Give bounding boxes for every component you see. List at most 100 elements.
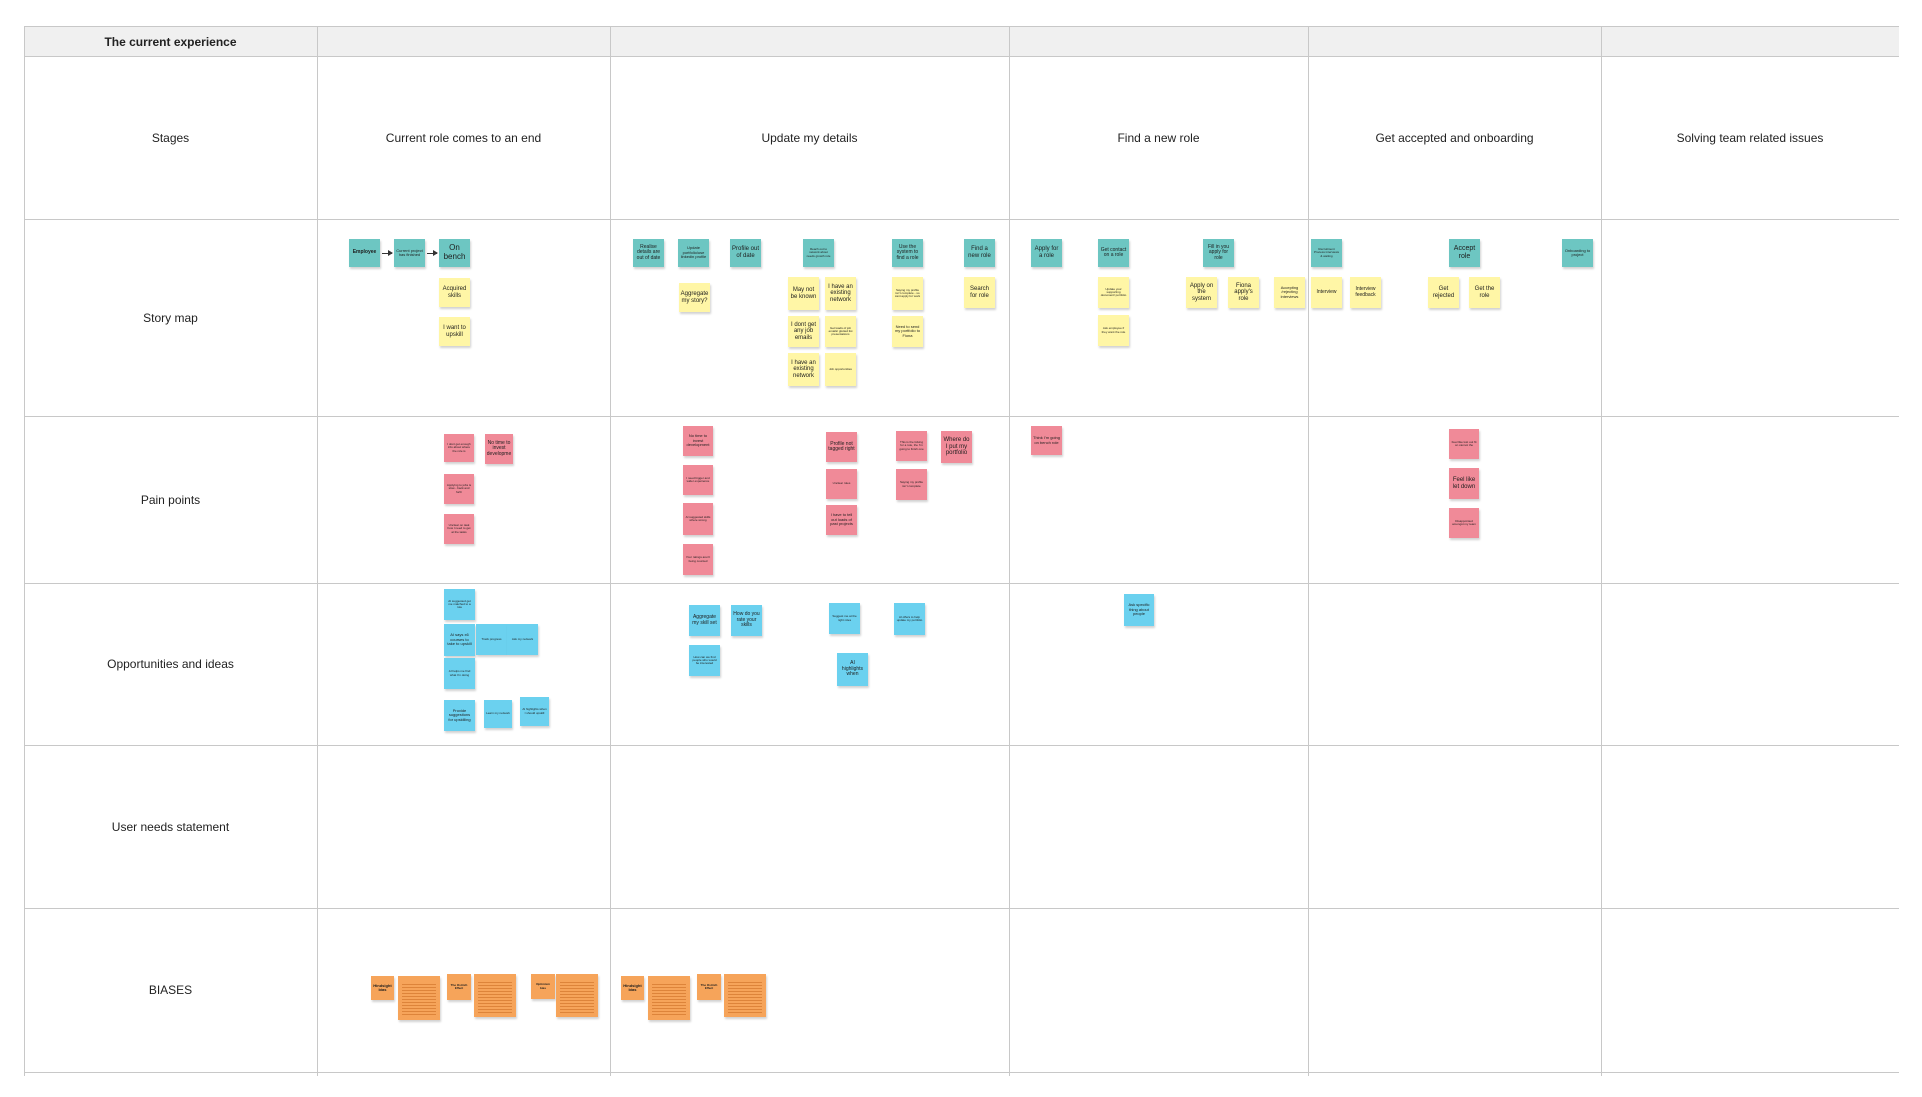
grid-line	[24, 908, 1899, 909]
sticky-note[interactable]: Update your supporting document/ portfol…	[1098, 277, 1129, 308]
sticky-note[interactable]: No time to invest developme	[485, 434, 513, 464]
sticky-note[interactable]: I need bigger and wider experience	[683, 465, 713, 495]
sticky-note[interactable]: Saying my profile isn't complete - so ca…	[892, 277, 923, 310]
grid-line	[1009, 26, 1010, 1076]
sticky-note[interactable]: Job opportunities	[825, 353, 856, 386]
sticky-note[interactable]: I dont get any job emails	[788, 316, 819, 347]
sticky-note[interactable]	[398, 976, 440, 1020]
row-label-biases: BIASES	[148, 983, 193, 997]
sticky-note[interactable]: Use the system to find a role	[892, 239, 923, 267]
sticky-note[interactable]: Apply on the system	[1186, 277, 1217, 308]
sticky-note[interactable]: Reach out to network about needs growth …	[803, 239, 834, 267]
sticky-note[interactable]: Saying my profile isn't complete	[896, 469, 927, 500]
sticky-note[interactable]: AI highlights when	[837, 653, 868, 686]
sticky-note[interactable]: Learn my network	[484, 700, 512, 728]
sticky-note[interactable]: Hindsight bias	[371, 976, 394, 1000]
sticky-note[interactable]: Apply for a role	[1031, 239, 1062, 267]
sticky-note[interactable]: Your ratings aren't being counted	[683, 544, 713, 575]
grid-line	[24, 745, 1899, 746]
sticky-note[interactable]: Hindsight bias	[621, 976, 644, 1000]
sticky-note[interactable]	[648, 976, 690, 1020]
sticky-note[interactable]: Employee	[349, 239, 380, 267]
sticky-note[interactable]: How do you rate your skills	[731, 605, 762, 636]
sticky-note[interactable]: May not be known	[788, 277, 819, 310]
sticky-note[interactable]: This is the ticking for a role, the I'm …	[896, 431, 927, 461]
sticky-note[interactable]: Track progress	[476, 624, 507, 655]
sticky-note[interactable]: Profile not tagged right	[826, 432, 857, 462]
sticky-note[interactable]: Where do I put my portfolio	[941, 431, 972, 463]
sticky-note[interactable]: Think I'm going on bench role	[1031, 426, 1062, 455]
sticky-note[interactable]: Interview feedback	[1350, 277, 1381, 308]
sticky-note[interactable]: The Ostrich Effect	[447, 974, 471, 1000]
sticky-note[interactable]: Unclear roles	[826, 469, 857, 499]
sticky-note[interactable]: Optimism bias	[531, 974, 555, 999]
row-label-opportunities: Opportunities and ideas	[107, 657, 234, 671]
sticky-note[interactable]: Need to send my portfolio to Fiona	[892, 316, 923, 347]
grid-line	[24, 56, 1899, 57]
sticky-note[interactable]: On bench	[439, 239, 470, 267]
sticky-note[interactable]: Fill in you apply for role	[1203, 239, 1234, 267]
sticky-note[interactable]: Accept role	[1449, 239, 1480, 267]
sticky-note[interactable]: AI offers to help update my portfolio	[894, 603, 925, 635]
sticky-note[interactable]: Applying to jobs is slow - back and fort…	[444, 474, 474, 504]
sticky-note[interactable]: Interview	[1311, 277, 1342, 308]
sticky-note[interactable]: Feel like let down	[1449, 468, 1479, 499]
grid-line	[24, 583, 1899, 584]
stage-accepted-onboarding: Get accepted and onboarding	[1375, 130, 1534, 145]
sticky-note[interactable]: I want to upskill	[439, 317, 470, 346]
sticky-note[interactable]: Get loads of job emails/ glutted list pr…	[825, 316, 856, 347]
sticky-note[interactable]: Suggest me at the right roles	[829, 603, 860, 634]
sticky-note[interactable]: AI suggested get me matched to a role	[444, 589, 475, 620]
board-title: The current experience	[104, 34, 237, 49]
sticky-note[interactable]: I have an existing network	[788, 353, 819, 386]
grid-line	[24, 416, 1899, 417]
handwritten-lines	[402, 982, 436, 1016]
sticky-note[interactable]: Ask my network	[507, 624, 538, 655]
sticky-note[interactable]: Search for role	[964, 277, 995, 308]
sticky-note[interactable]: How can we find people who would be inte…	[689, 645, 720, 676]
stage-find-new-role: Find a new role	[1117, 130, 1200, 145]
sticky-note[interactable]: Get rejected	[1428, 277, 1459, 308]
stage-update-details: Update my details	[761, 130, 858, 145]
sticky-note[interactable]	[556, 974, 598, 1017]
row-label-user-needs: User needs statement	[111, 819, 230, 834]
sticky-note[interactable]: Get the role	[1469, 277, 1500, 308]
sticky-note[interactable]: Update portfolio/use linkedin profile	[678, 239, 709, 267]
sticky-note[interactable]: Current project has finished	[394, 239, 425, 267]
sticky-note[interactable]: Disappointed amongst my team	[1449, 508, 1479, 538]
row-label-pain-points: Pain points	[140, 492, 201, 507]
sticky-note[interactable]: I dont get enough info about where the r…	[444, 434, 474, 462]
sticky-note[interactable]: AI highlights when I should upskill	[520, 697, 549, 726]
sticky-note[interactable]: Ask employee if they want the role	[1098, 315, 1129, 346]
sticky-note[interactable]: Acquired skills	[439, 278, 470, 307]
sticky-note[interactable]: Realise details are out of date	[633, 239, 664, 267]
sticky-note[interactable]: Feel like lost out fit on cannot the	[1449, 429, 1479, 459]
sticky-note[interactable]: Unclear on task how I need to get at the…	[444, 514, 474, 544]
sticky-note[interactable]: Provide suggestions for upskilling	[444, 700, 475, 731]
sticky-note[interactable]: Fiona apply's role	[1228, 277, 1259, 308]
sticky-note[interactable]: Aggregate my story?	[679, 283, 710, 312]
grid-line	[1601, 26, 1602, 1076]
stage-team-issues: Solving team related issues	[1676, 130, 1824, 145]
sticky-note[interactable]: Accepting /rejecting interviews	[1274, 277, 1305, 308]
sticky-note[interactable]: The Ostrich Effect	[697, 974, 721, 1000]
sticky-note[interactable]: Ask specific thing about people	[1124, 594, 1154, 626]
sticky-note[interactable]	[724, 974, 766, 1017]
sticky-note[interactable]	[474, 974, 516, 1017]
sticky-note[interactable]: No time to invest development	[683, 426, 713, 456]
sticky-note[interactable]: Onboarding to project	[1562, 239, 1593, 267]
sticky-note[interactable]: Get contact on a role	[1098, 239, 1129, 267]
grid-line	[610, 26, 611, 1076]
row-label-stages: Stages	[151, 130, 190, 145]
sticky-note[interactable]: Aggregate my skill set	[689, 605, 720, 636]
sticky-note[interactable]: AI helps me find what I'm doing	[444, 658, 475, 689]
sticky-note[interactable]: Profile out of date	[730, 239, 761, 267]
grid-line	[1308, 26, 1309, 1076]
sticky-note[interactable]: AI says x6 courses to take to upskill	[444, 624, 475, 656]
sticky-note[interactable]: Find a new role	[964, 239, 995, 267]
sticky-note[interactable]: AI suggested skills where wrong	[683, 503, 713, 535]
row-label-story-map: Story map	[143, 310, 198, 325]
sticky-note[interactable]: I have to tell out loads of past project…	[826, 505, 857, 535]
sticky-note[interactable]: I have an existing network	[825, 277, 856, 310]
sticky-note[interactable]: Recruitment Process interviews & waiting	[1311, 239, 1342, 267]
